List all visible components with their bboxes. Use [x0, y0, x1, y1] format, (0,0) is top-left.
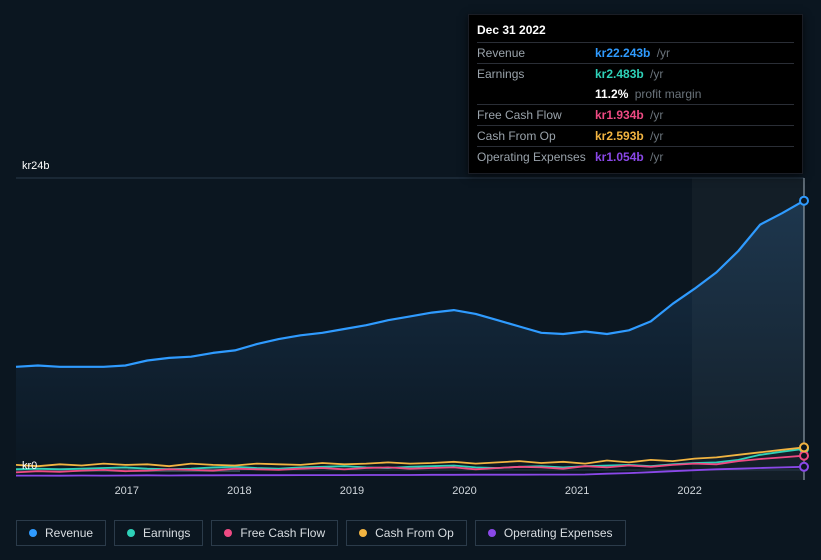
legend-label: Earnings	[143, 526, 190, 540]
tooltip-title: Dec 31 2022	[477, 19, 794, 42]
legend-label: Free Cash Flow	[240, 526, 325, 540]
tooltip-row: Free Cash Flowkr1.934b /yr	[477, 105, 794, 126]
legend-dot-icon	[29, 529, 37, 537]
x-axis-label: 2021	[565, 485, 589, 497]
series-marker-revenue	[800, 197, 808, 205]
legend-dot-icon	[359, 529, 367, 537]
legend-button-fcf[interactable]: Free Cash Flow	[211, 520, 338, 546]
x-axis-label: 2022	[677, 485, 701, 497]
legend-bar: Revenue Earnings Free Cash Flow Cash From O…	[16, 520, 626, 546]
tooltip-row-label: Operating Expenses	[477, 147, 595, 168]
tooltip-row-value: kr2.483b /yr	[595, 64, 794, 85]
x-axis-label: 2017	[115, 485, 139, 497]
x-axis-label: 2020	[452, 485, 476, 497]
data-tooltip: Dec 31 2022 Revenuekr22.243b /yrEarnings…	[468, 14, 803, 174]
legend-dot-icon	[224, 529, 232, 537]
legend-label: Operating Expenses	[504, 526, 613, 540]
legend-button-revenue[interactable]: Revenue	[16, 520, 106, 546]
tooltip-row-label: Earnings	[477, 64, 595, 85]
tooltip-row-label	[477, 84, 595, 105]
tooltip-row-value: kr1.054b /yr	[595, 147, 794, 168]
series-marker-cfo	[800, 443, 808, 451]
series-fill-revenue	[16, 201, 804, 480]
y-axis-min-label: kr0	[22, 460, 37, 472]
legend-button-earnings[interactable]: Earnings	[114, 520, 203, 546]
tooltip-row-value: 11.2% profit margin	[595, 84, 794, 105]
series-marker-fcf	[800, 452, 808, 460]
legend-label: Cash From Op	[375, 526, 454, 540]
legend-dot-icon	[127, 529, 135, 537]
tooltip-row-label: Free Cash Flow	[477, 105, 595, 126]
tooltip-row-label: Revenue	[477, 43, 595, 64]
chart-container: kr24b kr0 2017 2018 2019 2020 2021 2022 Dec 3…	[0, 0, 821, 560]
tooltip-row: 11.2% profit margin	[477, 84, 794, 105]
tooltip-row: Earningskr2.483b /yr	[477, 64, 794, 85]
tooltip-row: Revenuekr22.243b /yr	[477, 43, 794, 64]
x-axis-label: 2018	[227, 485, 251, 497]
tooltip-row-label: Cash From Op	[477, 126, 595, 147]
legend-button-cfo[interactable]: Cash From Op	[346, 520, 467, 546]
tooltip-row-value: kr22.243b /yr	[595, 43, 794, 64]
tooltip-row: Operating Expenseskr1.054b /yr	[477, 147, 794, 168]
tooltip-row-value: kr2.593b /yr	[595, 126, 794, 147]
legend-dot-icon	[488, 529, 496, 537]
legend-label: Revenue	[45, 526, 93, 540]
legend-button-opex[interactable]: Operating Expenses	[475, 520, 626, 546]
tooltip-row: Cash From Opkr2.593b /yr	[477, 126, 794, 147]
series-marker-opex	[800, 463, 808, 471]
tooltip-row-value: kr1.934b /yr	[595, 105, 794, 126]
x-axis-label: 2019	[340, 485, 364, 497]
tooltip-table: Revenuekr22.243b /yrEarningskr2.483b /yr…	[477, 42, 794, 167]
y-axis-max-label: kr24b	[22, 160, 50, 172]
